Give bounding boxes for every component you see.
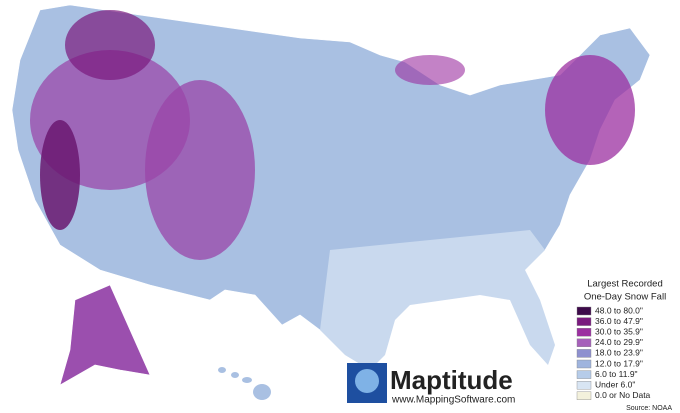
legend-label: 0.0 or No Data <box>595 390 651 400</box>
logo-url: www.MappingSoftware.com <box>391 395 515 406</box>
legend-label: 36.0 to 47.9" <box>595 316 643 326</box>
hawaii <box>218 367 271 400</box>
sierra-snow <box>40 120 80 230</box>
legend-title: Largest Recorded <box>587 279 663 290</box>
legend: Largest Recorded One-Day Snow Fall 48.0 … <box>576 279 666 400</box>
legend-swatch <box>576 370 592 379</box>
legend-label: 24.0 to 29.9" <box>595 337 643 347</box>
legend-label: 30.0 to 35.9" <box>595 326 643 336</box>
legend-swatch <box>576 381 592 390</box>
logo-name: Maptitude <box>390 365 513 395</box>
legend-label: 6.0 to 11.9" <box>595 369 638 379</box>
legend-swatch <box>576 349 592 358</box>
legend-swatch <box>576 328 592 337</box>
northwest-snow <box>65 10 155 80</box>
great-lakes-snow <box>395 55 465 85</box>
source-note: Source: NOAA <box>626 405 672 412</box>
legend-swatch <box>576 359 592 369</box>
legend-label: Under 6.0" <box>595 379 635 389</box>
legend-swatch <box>576 338 592 347</box>
northeast-snow <box>545 55 635 165</box>
legend-swatch <box>576 391 592 400</box>
rockies-snow <box>145 80 255 260</box>
legend-title: One-Day Snow Fall <box>584 292 666 303</box>
legend-label: 18.0 to 23.9" <box>595 348 643 358</box>
legend-swatch <box>576 306 592 316</box>
southeast-region <box>320 230 555 370</box>
legend-label: 48.0 to 80.0" <box>595 305 643 315</box>
legend-swatch <box>576 317 592 326</box>
legend-label: 12.0 to 17.9" <box>595 358 643 368</box>
us-map <box>11 4 651 400</box>
logo: Maptitude www.MappingSoftware.com <box>347 363 515 406</box>
logo-globe <box>355 369 379 393</box>
alaska <box>59 284 151 386</box>
